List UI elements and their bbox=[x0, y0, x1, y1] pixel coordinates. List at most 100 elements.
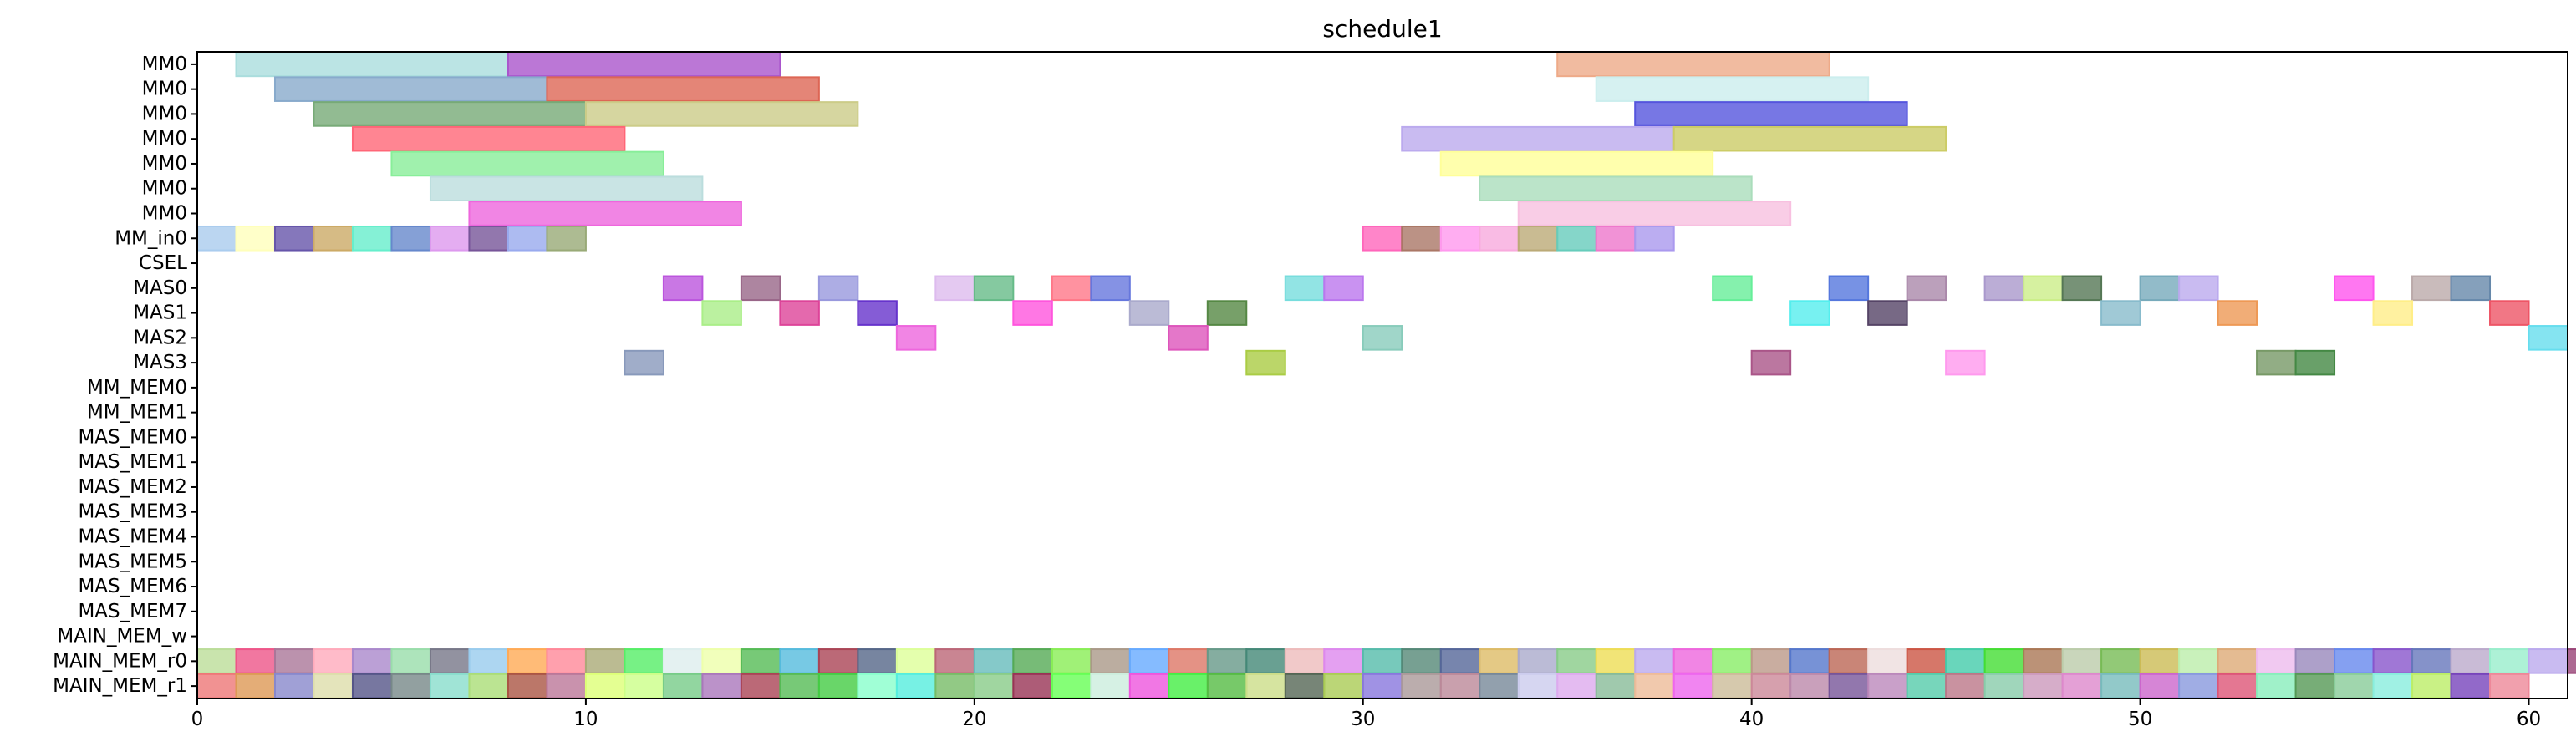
task-bar bbox=[701, 648, 742, 674]
task-bar bbox=[1634, 101, 1908, 127]
task-bar bbox=[1245, 673, 1286, 699]
task-bar bbox=[1945, 349, 1986, 376]
task-bar bbox=[895, 673, 937, 699]
task-bar bbox=[2334, 648, 2375, 674]
task-bar bbox=[273, 648, 315, 674]
task-bar bbox=[934, 673, 975, 699]
task-bar bbox=[740, 673, 781, 699]
task-bar bbox=[351, 225, 393, 252]
task-bar bbox=[235, 51, 509, 78]
task-bar bbox=[468, 648, 509, 674]
task-bar bbox=[2294, 673, 2336, 699]
task-bar bbox=[1362, 325, 1403, 351]
task-bar bbox=[662, 275, 704, 302]
task-bar bbox=[1867, 300, 1908, 326]
y-tick-label: MAS_MEM1 bbox=[78, 451, 187, 473]
task-bar bbox=[546, 225, 587, 252]
task-bar bbox=[1789, 673, 1830, 699]
task-bar bbox=[1128, 648, 1170, 674]
task-bar bbox=[2023, 673, 2064, 699]
task-bar bbox=[1634, 225, 1675, 252]
y-tick-label: MM0 bbox=[142, 128, 187, 150]
y-tick-label: MM0 bbox=[142, 53, 187, 75]
task-bar bbox=[934, 648, 975, 674]
task-bar bbox=[390, 648, 431, 674]
task-bar bbox=[313, 648, 354, 674]
task-bar bbox=[1284, 648, 1326, 674]
task-bar bbox=[1906, 673, 1947, 699]
y-axis: MM0MM0MM0MM0MM0MM0MM0MM_in0CSELMAS0MAS1M… bbox=[53, 53, 197, 697]
y-tick-label: MM0 bbox=[142, 79, 187, 100]
task-bar bbox=[973, 648, 1015, 674]
y-tick-label: MM_in0 bbox=[115, 227, 187, 249]
task-bar bbox=[1517, 648, 1559, 674]
task-bar bbox=[584, 673, 626, 699]
task-bar bbox=[1828, 275, 1870, 302]
chart-title: schedule1 bbox=[1322, 15, 1442, 43]
task-bar bbox=[1712, 275, 1753, 302]
task-bar bbox=[1168, 648, 1209, 674]
task-bar bbox=[2139, 648, 2181, 674]
task-bar bbox=[2100, 673, 2141, 699]
task-bar bbox=[1051, 673, 1092, 699]
y-tick-label: MAS1 bbox=[133, 302, 187, 324]
y-tick-label: MAS_MEM7 bbox=[78, 601, 187, 622]
task-bar bbox=[1323, 673, 1364, 699]
y-tick-label: MAS3 bbox=[133, 352, 187, 373]
y-tick-label: MM0 bbox=[142, 103, 187, 124]
y-tick-label: MAIN_MEM_w bbox=[57, 626, 187, 648]
task-bar bbox=[2528, 648, 2569, 674]
task-bar bbox=[1439, 225, 1481, 252]
task-bar bbox=[235, 648, 276, 674]
task-bar bbox=[895, 325, 937, 351]
task-bar bbox=[2489, 673, 2530, 699]
task-bar bbox=[196, 648, 237, 674]
task-bar bbox=[235, 225, 276, 252]
task-bar bbox=[1012, 673, 1053, 699]
task-bar bbox=[2567, 648, 2576, 674]
task-bar bbox=[934, 275, 975, 302]
task-bar bbox=[2100, 648, 2141, 674]
task-bar bbox=[2450, 275, 2492, 302]
task-bar bbox=[2372, 648, 2414, 674]
task-bar bbox=[507, 51, 781, 78]
y-tick-label: CSEL bbox=[139, 252, 187, 274]
task-bar bbox=[1284, 673, 1326, 699]
task-bar bbox=[1284, 275, 1326, 302]
x-tick-label: 60 bbox=[2517, 709, 2541, 730]
task-bar bbox=[1983, 673, 2025, 699]
task-bar bbox=[1479, 225, 1520, 252]
x-tick-label: 40 bbox=[1739, 709, 1764, 730]
task-bar bbox=[779, 673, 820, 699]
task-bar bbox=[1672, 673, 1714, 699]
task-bar bbox=[1323, 275, 1364, 302]
task-bar bbox=[1479, 175, 1753, 202]
task-bar bbox=[895, 648, 937, 674]
task-bar bbox=[2489, 300, 2530, 326]
task-bar bbox=[1945, 673, 1986, 699]
task-bar bbox=[1128, 673, 1170, 699]
task-bar bbox=[1439, 673, 1481, 699]
task-bar bbox=[1517, 201, 1792, 226]
task-bar bbox=[2294, 349, 2336, 376]
task-bar bbox=[1517, 673, 1559, 699]
task-bar bbox=[584, 648, 626, 674]
task-bar bbox=[1828, 648, 1870, 674]
task-bar bbox=[1634, 673, 1675, 699]
task-bar bbox=[313, 673, 354, 699]
task-bar bbox=[507, 648, 548, 674]
task-bar bbox=[1750, 673, 1792, 699]
task-bar bbox=[2256, 673, 2297, 699]
y-tick-label: MAIN_MEM_r0 bbox=[53, 650, 187, 672]
task-bar bbox=[2294, 648, 2336, 674]
task-bar bbox=[351, 648, 393, 674]
task-bar bbox=[351, 673, 393, 699]
task-bar bbox=[1867, 648, 1908, 674]
task-bar bbox=[1789, 648, 1830, 674]
task-bar bbox=[1867, 673, 1908, 699]
task-bar bbox=[1051, 275, 1092, 302]
x-axis: 0 10 20 30 40 50 60 bbox=[191, 699, 2541, 730]
plot-frame bbox=[196, 51, 2568, 699]
task-bar bbox=[1323, 648, 1364, 674]
y-tick-label: MAS_MEM2 bbox=[78, 476, 187, 498]
